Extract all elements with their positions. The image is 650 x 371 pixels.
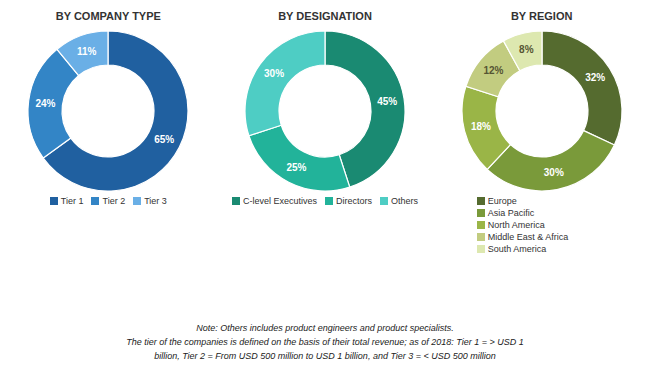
html-text:Tier 2: Tier 2: [102, 196, 126, 206]
html-text:Asia Pacific: Asia Pacific: [487, 208, 535, 218]
svg-text:65%: 65%: [154, 134, 174, 145]
svg-text:25%: 25%: [286, 162, 306, 173]
svg-text:45%: 45%: [377, 96, 397, 107]
html-text:Europe: Europe: [487, 196, 517, 206]
html-text:BY DESIGNATION: BY DESIGNATION: [278, 10, 372, 22]
svg-text:11%: 11%: [77, 46, 97, 57]
html-text:Note: Others includes product: Note: Others includes product engineers …: [196, 323, 454, 333]
html-text:BY COMPANY TYPE: BY COMPANY TYPE: [55, 10, 161, 22]
html-text:Middle East & Africa: Middle East & Africa: [487, 232, 569, 242]
html-text:Tier 3: Tier 3: [144, 196, 167, 206]
html-text:BY REGION: BY REGION: [510, 10, 573, 22]
html-text:C-level Executives: C-level Executives: [243, 196, 317, 206]
html-text:The tier of the companies is d: The tier of the companies is defined on …: [126, 337, 524, 347]
html-text:South America: South America: [487, 244, 547, 254]
svg-text:12%: 12%: [483, 65, 503, 76]
svg-text:30%: 30%: [543, 167, 563, 178]
html-text:Others: Others: [391, 196, 418, 206]
svg-text:18%: 18%: [471, 121, 491, 132]
svg-text:8%: 8%: [519, 44, 534, 55]
html-text:Tier 1: Tier 1: [60, 196, 84, 206]
html-text:billion, Tier 2 = From USD 500: billion, Tier 2 = From USD 500 million t…: [154, 351, 496, 361]
html-text:North America: North America: [487, 220, 545, 230]
svg-text:30%: 30%: [264, 68, 284, 79]
svg-text:32%: 32%: [585, 72, 605, 83]
html-text:Directors: Directors: [336, 196, 372, 206]
svg-text:24%: 24%: [36, 98, 56, 109]
